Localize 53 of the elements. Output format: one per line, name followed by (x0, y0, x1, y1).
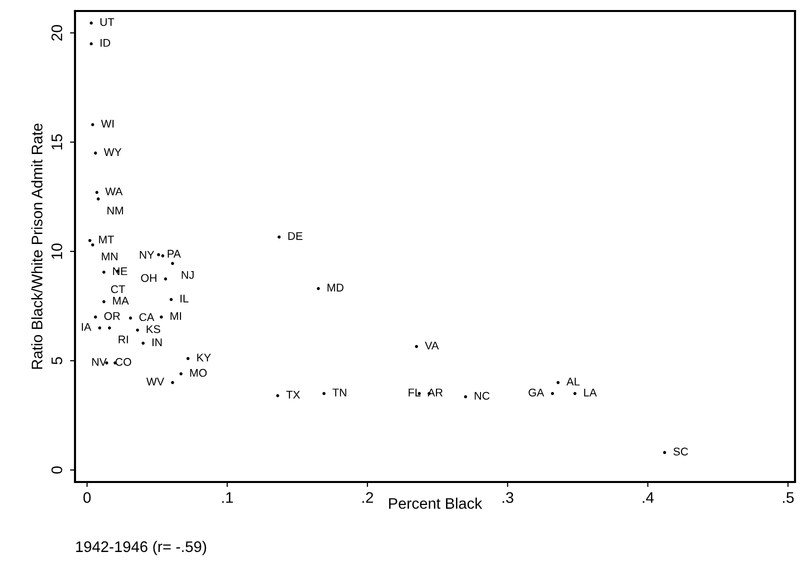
y-tick-label: 10 (51, 244, 62, 259)
x-tick-label: .2 (362, 492, 374, 503)
data-label: WA (105, 188, 123, 196)
data-label: MT (99, 236, 114, 244)
data-label: MA (113, 296, 129, 305)
data-label: PA (168, 250, 181, 258)
data-label: MI (170, 312, 182, 320)
data-label: CO (116, 358, 132, 366)
y-tick-label: 15 (52, 134, 62, 150)
data-label: ID (100, 39, 110, 47)
data-label: KY (197, 354, 211, 362)
y-tick-label: 0 (51, 466, 62, 474)
data-label: LA (584, 388, 597, 396)
x-tick-label: .3 (502, 492, 514, 503)
data-label: OH (141, 274, 156, 282)
data-label: NV (92, 358, 107, 366)
data-label: TX (286, 390, 300, 399)
data-label: AL (566, 378, 580, 386)
data-label: SC (673, 448, 688, 456)
data-label: UT (100, 18, 114, 26)
text: 1942-1946 (r= -.59) (76, 540, 206, 556)
data-label: DE (288, 232, 302, 240)
x-tick-label: .1 (222, 492, 233, 503)
data-label: IN (152, 338, 162, 346)
data-label: MO (190, 368, 207, 377)
data-label: NE (113, 267, 128, 276)
data-label: IL (180, 294, 188, 302)
data-label: NJ (182, 271, 194, 279)
y-axis-title: Ratio Black/White Prison Admit Rate (31, 124, 42, 369)
data-label: MN (102, 252, 118, 260)
data-label: TN (332, 388, 346, 396)
data-label: WI (101, 120, 114, 128)
y-tick-label: 5 (52, 357, 62, 364)
data-label: RI (118, 336, 128, 344)
data-label: KS (146, 325, 160, 334)
data-label: NY (140, 251, 154, 259)
data-label: GA (528, 388, 544, 396)
data-label: VA (424, 342, 439, 350)
data-label: MD (328, 284, 344, 292)
x-tick-label: 0 (83, 492, 91, 503)
data-label: OR (104, 312, 120, 320)
data-label: NC (474, 392, 490, 400)
x-tick-label: .5 (783, 492, 794, 503)
data-label: FL (408, 388, 420, 396)
data-label: CT (111, 285, 126, 294)
x-tick-label: .4 (642, 492, 654, 503)
y-tick-label: 20 (51, 24, 62, 41)
data-label: CA (139, 313, 154, 322)
x-axis-title: Percent Black (389, 498, 482, 509)
data-label: WY (104, 148, 122, 156)
data-label: IA (82, 323, 92, 331)
data-label: WV (146, 378, 164, 386)
data-label: NM (108, 206, 123, 214)
